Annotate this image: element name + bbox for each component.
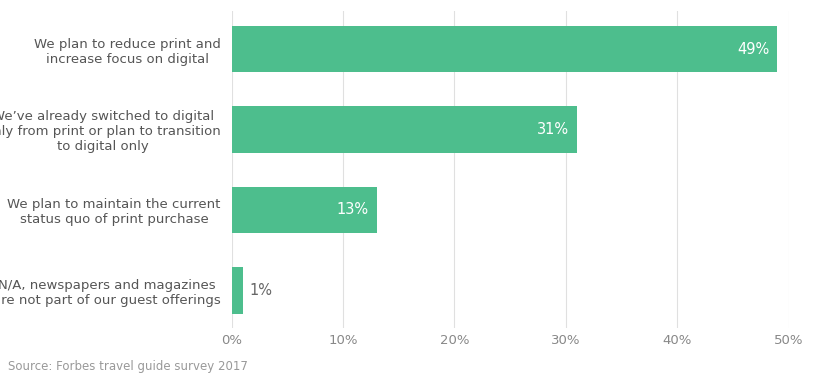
Text: 31%: 31% bbox=[537, 122, 569, 137]
Text: 13%: 13% bbox=[337, 202, 369, 218]
Bar bbox=[232, 267, 243, 314]
Bar bbox=[232, 26, 777, 72]
Text: 1%: 1% bbox=[250, 283, 272, 298]
Bar bbox=[232, 187, 376, 233]
Bar bbox=[232, 106, 577, 153]
Text: 49%: 49% bbox=[737, 41, 770, 57]
Text: Source: Forbes travel guide survey 2017: Source: Forbes travel guide survey 2017 bbox=[8, 360, 248, 373]
